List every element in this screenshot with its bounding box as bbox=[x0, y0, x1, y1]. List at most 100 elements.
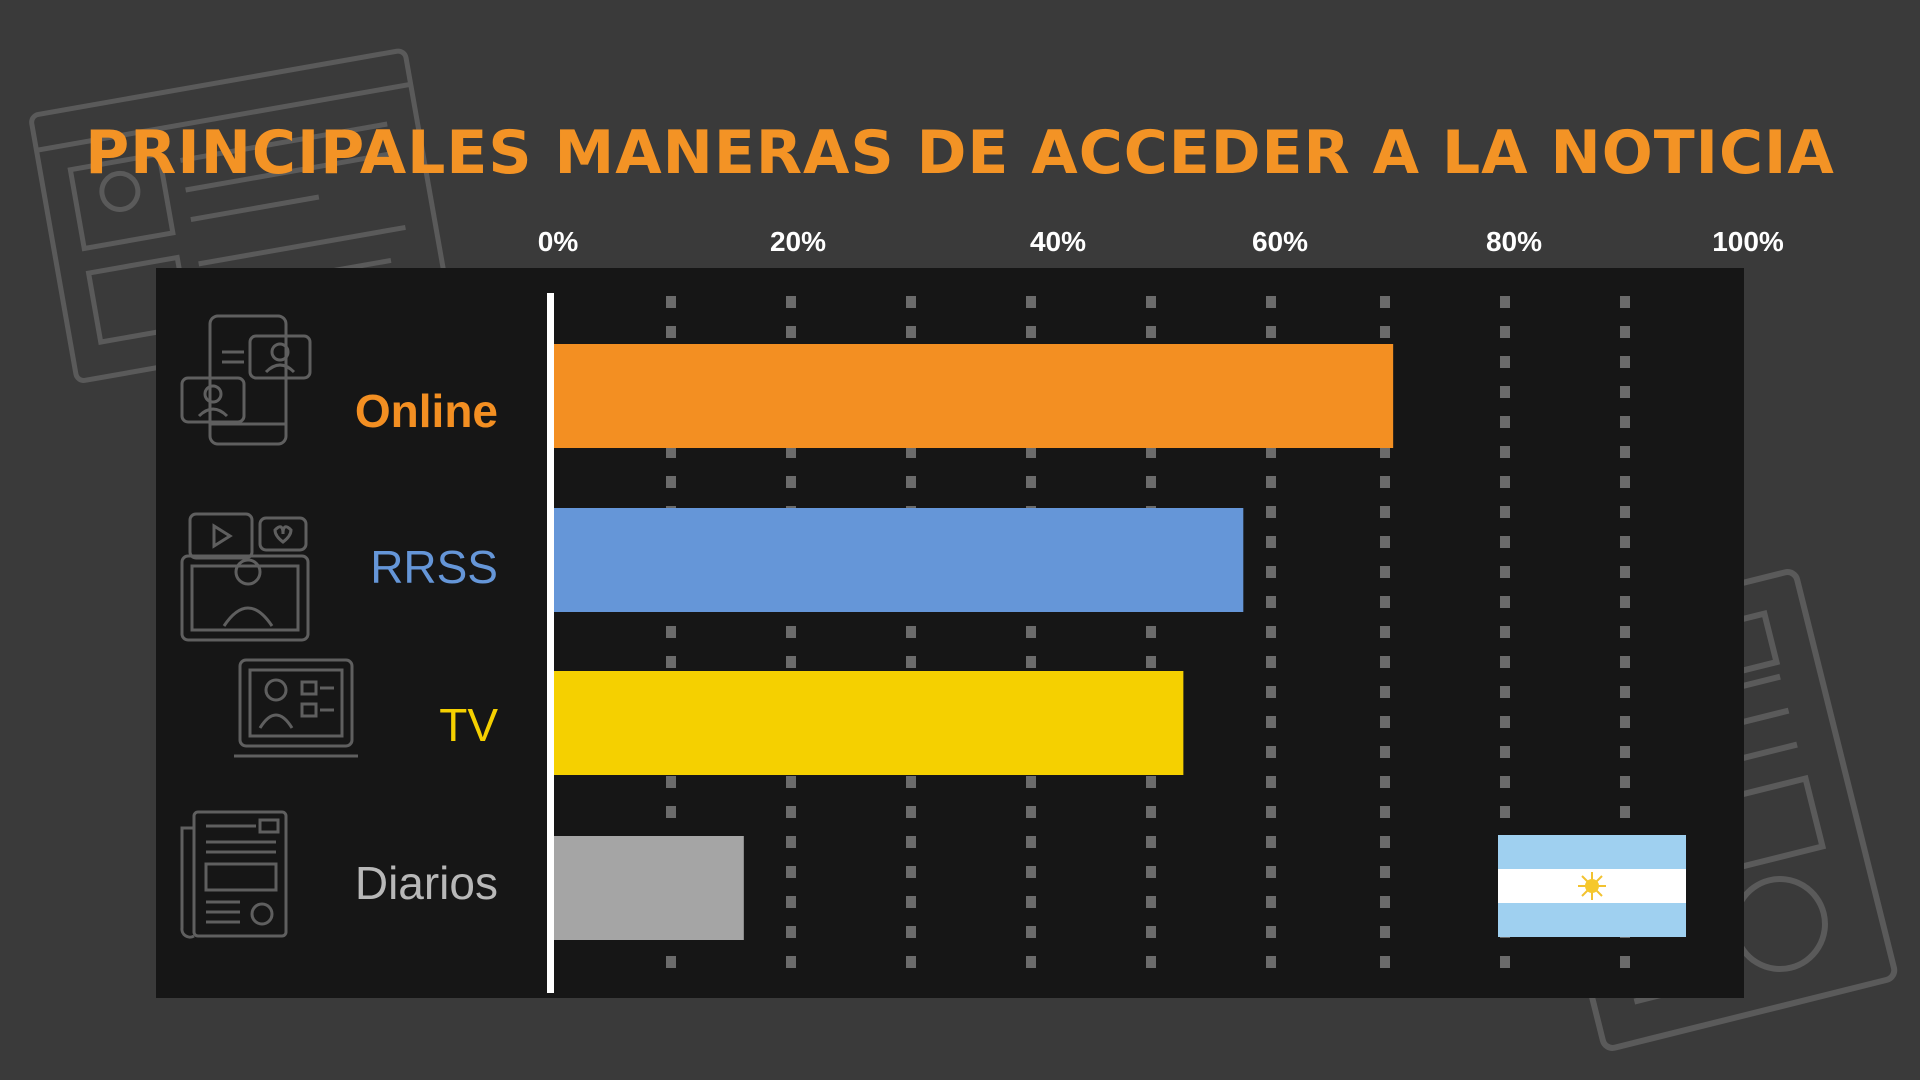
gridline-dot bbox=[1500, 506, 1510, 518]
gridline-dot bbox=[1500, 656, 1510, 668]
gridline-dot bbox=[1146, 926, 1156, 938]
gridline-dot bbox=[1500, 476, 1510, 488]
gridline-dot bbox=[1380, 716, 1390, 728]
gridline-dot bbox=[1026, 956, 1036, 968]
gridline-dot bbox=[666, 956, 676, 968]
gridline-dot bbox=[786, 446, 796, 458]
gridline-dot bbox=[906, 776, 916, 788]
gridline-dot bbox=[906, 626, 916, 638]
gridline-dot bbox=[1620, 386, 1630, 398]
category-label-diarios: Diarios bbox=[354, 857, 498, 909]
gridline-dot bbox=[1620, 716, 1630, 728]
gridline-dot bbox=[1500, 536, 1510, 548]
gridline-dot bbox=[1266, 296, 1276, 308]
gridline-dot bbox=[1026, 476, 1036, 488]
gridline-dot bbox=[666, 806, 676, 818]
gridline-dot bbox=[1266, 836, 1276, 848]
newspaper-icon bbox=[180, 810, 288, 939]
gridline-dot bbox=[1620, 296, 1630, 308]
gridline-dot bbox=[1620, 746, 1630, 758]
gridline-dot bbox=[1266, 656, 1276, 668]
gridline-dot bbox=[1380, 686, 1390, 698]
gridline-dot bbox=[1620, 476, 1630, 488]
gridline-dot bbox=[1266, 926, 1276, 938]
gridline-dot bbox=[1380, 746, 1390, 758]
gridline-dot bbox=[1026, 806, 1036, 818]
gridline-dot bbox=[1500, 296, 1510, 308]
gridline-dot bbox=[666, 296, 676, 308]
gridline-dot bbox=[1146, 896, 1156, 908]
gridline-dot bbox=[1380, 596, 1390, 608]
gridline-dot bbox=[786, 896, 796, 908]
gridline-dot bbox=[666, 626, 676, 638]
chart-title: PRINCIPALES MANERAS DE ACCEDER A LA NOTI… bbox=[85, 118, 1835, 188]
gridline-dot bbox=[1026, 326, 1036, 338]
gridline-dot bbox=[1500, 806, 1510, 818]
gridline-dot bbox=[1146, 476, 1156, 488]
bar-tv bbox=[554, 671, 1184, 775]
gridline-dot bbox=[1146, 956, 1156, 968]
gridline-dot bbox=[1266, 686, 1276, 698]
tv-presenter-icon bbox=[234, 658, 358, 758]
gridline-dot bbox=[906, 446, 916, 458]
gridline-dot bbox=[1266, 566, 1276, 578]
gridline-dot bbox=[1380, 296, 1390, 308]
gridline-dot bbox=[1380, 926, 1390, 938]
gridline-dot bbox=[786, 866, 796, 878]
gridline-dot bbox=[786, 956, 796, 968]
gridline-dot bbox=[1266, 746, 1276, 758]
smartphone-profiles-icon bbox=[180, 314, 312, 446]
gridline-dot bbox=[1500, 776, 1510, 788]
gridline-dot bbox=[1266, 716, 1276, 728]
gridline-dot bbox=[1380, 476, 1390, 488]
gridline-dot bbox=[906, 926, 916, 938]
argentina-flag-icon bbox=[1498, 835, 1686, 937]
gridline-dot bbox=[1620, 326, 1630, 338]
gridline-dot bbox=[906, 836, 916, 848]
gridline-dot bbox=[1380, 776, 1390, 788]
gridline-dot bbox=[666, 326, 676, 338]
x-tick-label-80: 80% bbox=[1485, 226, 1543, 257]
x-tick-label-0: 0% bbox=[537, 226, 579, 257]
gridline-dot bbox=[1620, 776, 1630, 788]
gridline-dot bbox=[1026, 896, 1036, 908]
gridline-dot bbox=[1266, 806, 1276, 818]
gridline-dot bbox=[1146, 776, 1156, 788]
gridline-dot bbox=[1500, 386, 1510, 398]
category-label-tv: TV bbox=[439, 699, 498, 751]
gridline-dot bbox=[1620, 356, 1630, 368]
gridline-dot bbox=[1146, 866, 1156, 878]
gridline-dot bbox=[1380, 506, 1390, 518]
gridline-dot bbox=[1380, 446, 1390, 458]
gridline-dot bbox=[1500, 446, 1510, 458]
gridline-dot bbox=[786, 806, 796, 818]
gridline-dot bbox=[1146, 296, 1156, 308]
gridline-dot bbox=[1620, 416, 1630, 428]
category-label-online: Online bbox=[354, 385, 498, 437]
x-tick-label-20: 20% bbox=[769, 226, 827, 257]
bar-rrss bbox=[554, 508, 1244, 612]
gridline-dot bbox=[1500, 356, 1510, 368]
gridline-dot bbox=[1146, 836, 1156, 848]
gridline-dot bbox=[1026, 926, 1036, 938]
gridline-dot bbox=[1026, 626, 1036, 638]
gridline-dot bbox=[786, 296, 796, 308]
zero-axis-line bbox=[547, 293, 554, 993]
gridline-dot bbox=[1620, 446, 1630, 458]
gridline-dot bbox=[1380, 566, 1390, 578]
gridline-dot bbox=[786, 656, 796, 668]
gridline-dot bbox=[1500, 566, 1510, 578]
gridline-dot bbox=[666, 446, 676, 458]
gridline-dot bbox=[1500, 416, 1510, 428]
gridline-dot bbox=[1026, 836, 1036, 848]
gridline-dot bbox=[1266, 446, 1276, 458]
x-tick-label-100: 100% bbox=[1712, 226, 1784, 257]
gridline-dot bbox=[786, 776, 796, 788]
gridline-dot bbox=[1620, 656, 1630, 668]
gridline-dot bbox=[1266, 626, 1276, 638]
gridline-dot bbox=[786, 476, 796, 488]
gridline-dot bbox=[1380, 836, 1390, 848]
gridline-dot bbox=[1266, 326, 1276, 338]
bar-diarios bbox=[554, 836, 744, 940]
gridline-dot bbox=[786, 626, 796, 638]
